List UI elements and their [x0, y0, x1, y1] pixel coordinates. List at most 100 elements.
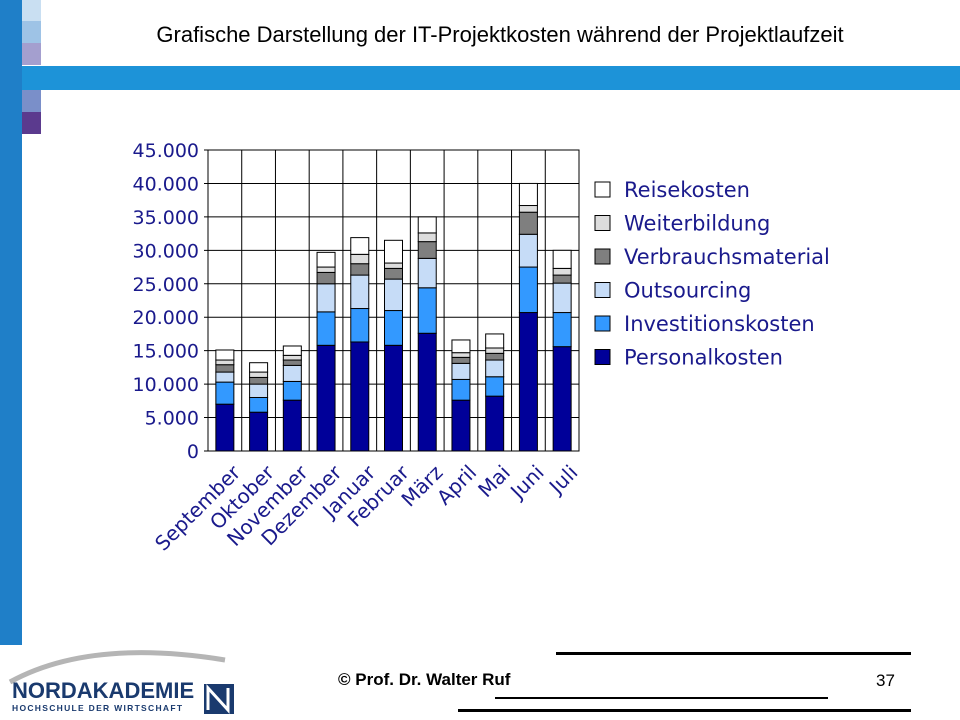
bar-segment-verbrauchsmaterial	[215, 364, 235, 373]
bar-segment-investitionskosten	[518, 266, 538, 314]
slide-title: Grafische Darstellung der IT-Projektkost…	[156, 22, 844, 47]
bar-segment-investitionskosten	[384, 310, 403, 346]
footer-line-middle	[495, 697, 828, 699]
bar-segment-verbrauchsmaterial	[518, 211, 538, 235]
y-tick-label: 15.000	[133, 341, 199, 363]
bar-segment-outsourcing	[451, 362, 471, 380]
bar-segment-outsourcing	[417, 257, 437, 289]
bar-segment-outsourcing	[249, 383, 269, 398]
x-tick-label: Mai	[473, 460, 515, 502]
bar-segment-investitionskosten	[282, 380, 302, 401]
bar-segment-reisekosten	[518, 182, 538, 207]
bar-segment-verbrauchsmaterial	[485, 352, 505, 361]
page-number: 37	[876, 671, 895, 690]
bar-segment-outsourcing	[215, 371, 235, 383]
bar-segment-verbrauchsmaterial	[552, 274, 572, 284]
bar-segment-personalkosten	[316, 344, 336, 452]
bar-segment-investitionskosten	[552, 312, 572, 348]
y-tick-label: 35.000	[133, 207, 199, 229]
bar-segment-weiterbildung	[350, 253, 370, 265]
bar-segment-verbrauchsmaterial	[316, 271, 336, 285]
bar-segment-investitionskosten	[215, 381, 235, 405]
bar-segment-personalkosten	[282, 399, 302, 452]
bar-segment-outsourcing	[552, 282, 572, 314]
legend-swatch	[594, 315, 611, 332]
bar-segment-reisekosten	[350, 237, 370, 255]
footer-line-top	[556, 652, 911, 655]
bar-segment-weiterbildung	[215, 359, 235, 366]
legend-label: Weiterbildung	[624, 212, 770, 236]
bar-segment-investitionskosten	[249, 396, 269, 413]
bar-segment-weiterbildung	[384, 262, 403, 269]
legend-label: Reisekosten	[624, 178, 750, 202]
legend-swatch	[594, 282, 611, 298]
logo-n-letter	[206, 684, 230, 714]
bar-segment-investitionskosten	[316, 311, 336, 346]
y-tick-label: 45.000	[133, 140, 199, 162]
bar-segment-investitionskosten	[485, 376, 505, 397]
bar-segment-personalkosten	[485, 395, 505, 452]
bar-segment-reisekosten	[384, 239, 403, 264]
y-tick-label: 10.000	[133, 374, 199, 396]
legend-swatch	[594, 248, 611, 265]
footer-line-bottom	[458, 709, 911, 712]
bar-segment-personalkosten	[417, 332, 437, 452]
bar-segment-weiterbildung	[451, 352, 471, 358]
bar-segment-reisekosten	[215, 349, 235, 361]
bar-segment-verbrauchsmaterial	[417, 241, 437, 259]
y-tick-label: 40.000	[133, 173, 199, 195]
bar-segment-investitionskosten	[350, 308, 370, 343]
bar-segment-personalkosten	[451, 399, 471, 452]
bar-segment-outsourcing	[282, 364, 302, 382]
header-band	[22, 66, 960, 90]
bar-segment-investitionskosten	[417, 287, 437, 334]
bar-segment-personalkosten	[384, 344, 403, 452]
bar-segment-investitionskosten	[451, 378, 471, 401]
bar-segment-personalkosten	[350, 341, 370, 452]
nordakademie-logo: NORDAKADEMIE HOCHSCHULE DER WIRTSCHAFT	[8, 650, 234, 714]
bar-segment-weiterbildung	[552, 267, 572, 276]
legend-swatch	[594, 215, 611, 231]
bar-segment-verbrauchsmaterial	[282, 359, 302, 366]
deco-square	[22, 90, 41, 112]
bar-segment-reisekosten	[552, 249, 572, 269]
bar-segment-reisekosten	[282, 345, 302, 356]
bar-segment-outsourcing	[384, 278, 403, 312]
legend-swatch	[594, 349, 611, 365]
bar-segment-weiterbildung	[316, 266, 336, 273]
y-tick-label: 5.000	[145, 408, 199, 430]
legend-label: Personalkosten	[624, 346, 783, 370]
deco-square	[22, 43, 41, 65]
bar-segment-personalkosten	[249, 411, 269, 452]
bar-segment-reisekosten	[249, 362, 269, 373]
bar-segment-outsourcing	[518, 233, 538, 268]
copyright: © Prof. Dr. Walter Ruf	[338, 670, 511, 689]
bar-segment-verbrauchsmaterial	[249, 376, 269, 385]
legend-label: Outsourcing	[624, 279, 751, 303]
bar-segment-weiterbildung	[518, 205, 538, 213]
bar-segment-verbrauchsmaterial	[350, 263, 370, 276]
y-tick-label: 30.000	[133, 240, 199, 262]
y-tick-label: 20.000	[133, 307, 199, 329]
x-tick-label: Juli	[543, 460, 582, 499]
bar-segment-reisekosten	[485, 333, 505, 349]
bar-segment-outsourcing	[316, 283, 336, 313]
legend-label: Verbrauchsmaterial	[624, 245, 830, 269]
logo-name: NORDAKADEMIE	[12, 678, 194, 703]
bar-segment-outsourcing	[485, 359, 505, 378]
bar-segment-personalkosten	[518, 312, 538, 452]
bar-segment-verbrauchsmaterial	[384, 267, 403, 280]
y-tick-label: 25.000	[133, 274, 199, 296]
bar-segment-weiterbildung	[485, 347, 505, 354]
bar-segment-weiterbildung	[282, 354, 302, 361]
x-tick-label: Juni	[504, 460, 548, 504]
deco-square	[22, 21, 41, 43]
deco-square	[22, 0, 41, 21]
bar-segment-outsourcing	[350, 274, 370, 310]
bar-segment-personalkosten	[552, 346, 572, 452]
bar-segment-verbrauchsmaterial	[451, 356, 471, 364]
bar-segment-weiterbildung	[417, 232, 437, 243]
deco-square	[22, 112, 41, 134]
logo-swoosh	[8, 650, 226, 685]
